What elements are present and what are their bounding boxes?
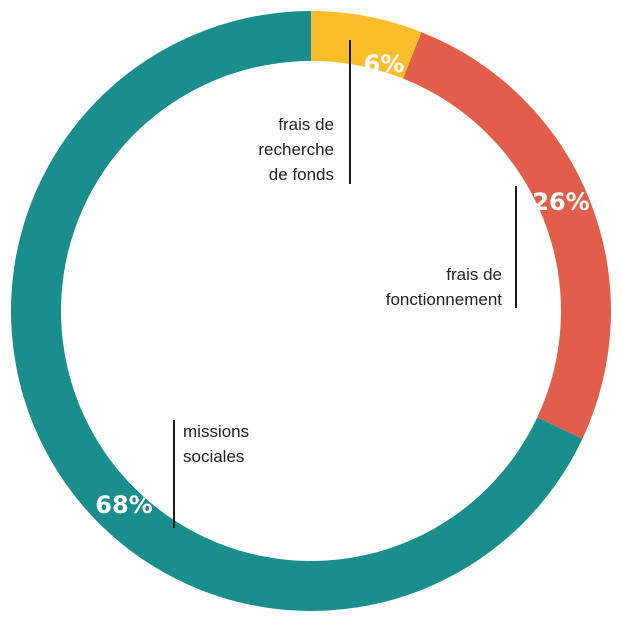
value-label-fonctionnement: 26% bbox=[532, 188, 589, 216]
slice-label-recherche-line1: frais de bbox=[278, 115, 334, 134]
value-label-recherche: 6% bbox=[364, 50, 405, 78]
donut-slices bbox=[11, 11, 611, 611]
slice-label-fonctionnement-line2: fonctionnement bbox=[386, 290, 503, 309]
slice-label-recherche-line3: de fonds bbox=[269, 165, 334, 184]
slice-label-missions-line1: missions bbox=[183, 422, 249, 441]
donut-slice-2 bbox=[403, 32, 611, 439]
value-label-missions: 68% bbox=[95, 491, 152, 519]
slice-label-missions-line2: sociales bbox=[183, 447, 244, 466]
slice-label-fonctionnement-line1: frais de bbox=[446, 265, 502, 284]
donut-slice-1 bbox=[311, 11, 422, 79]
slice-label-recherche-line2: recherche bbox=[258, 140, 334, 159]
